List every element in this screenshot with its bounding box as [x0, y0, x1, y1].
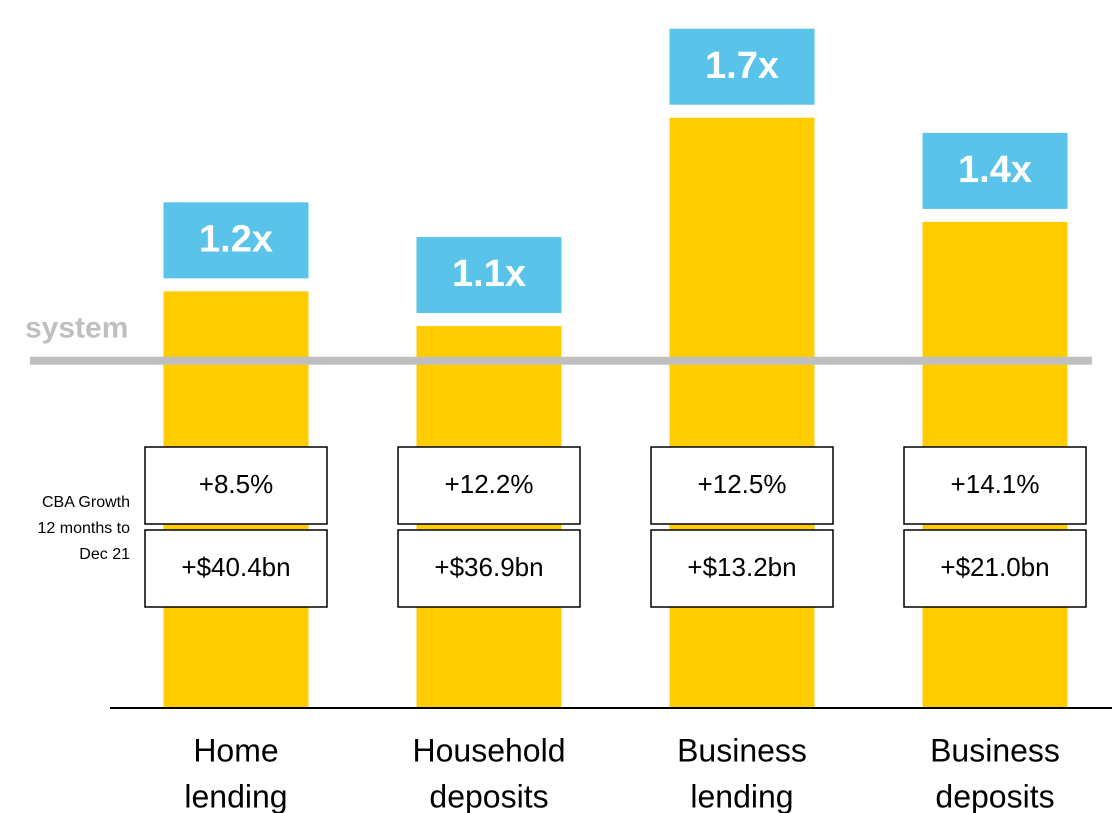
x-tick-label: Business	[930, 732, 1060, 768]
value-label-box	[416, 237, 562, 314]
bar	[669, 117, 815, 708]
x-tick-label: lending	[184, 778, 287, 813]
growth-value: +$36.9bn	[434, 552, 543, 582]
growth-row-label: Dec 21	[79, 546, 130, 563]
growth-value: +$40.4bn	[181, 552, 290, 582]
value-label-box	[922, 132, 1068, 209]
growth-row-label: 12 months to	[38, 520, 131, 537]
x-tick-label: Home	[193, 732, 278, 768]
growth-row-label: CBA Growth	[42, 494, 130, 511]
value-label: 1.1x	[452, 253, 526, 295]
x-tick-label: deposits	[935, 778, 1054, 813]
value-label-box	[669, 28, 815, 105]
growth-value: +$13.2bn	[687, 552, 796, 582]
growth-value: +12.2%	[445, 469, 534, 499]
value-label-box	[163, 202, 309, 279]
growth-box	[650, 529, 834, 608]
growth-box	[397, 529, 581, 608]
growth-value: +8.5%	[199, 469, 273, 499]
x-tick-label: deposits	[429, 778, 548, 813]
value-label: 1.2x	[199, 218, 273, 260]
growth-value: +14.1%	[951, 469, 1040, 499]
x-tick-label: Business	[677, 732, 807, 768]
growth-value: +12.5%	[698, 469, 787, 499]
growth-box	[144, 446, 328, 525]
x-tick-label: Household	[413, 732, 566, 768]
growth-box	[397, 446, 581, 525]
system-label: system	[25, 312, 128, 345]
value-label: 1.4x	[958, 149, 1032, 191]
value-label: 1.7x	[705, 45, 779, 87]
growth-box	[650, 446, 834, 525]
growth-box	[144, 529, 328, 608]
growth-box	[903, 446, 1087, 525]
growth-box	[903, 529, 1087, 608]
x-tick-label: lending	[690, 778, 793, 813]
growth-value: +$21.0bn	[940, 552, 1049, 582]
